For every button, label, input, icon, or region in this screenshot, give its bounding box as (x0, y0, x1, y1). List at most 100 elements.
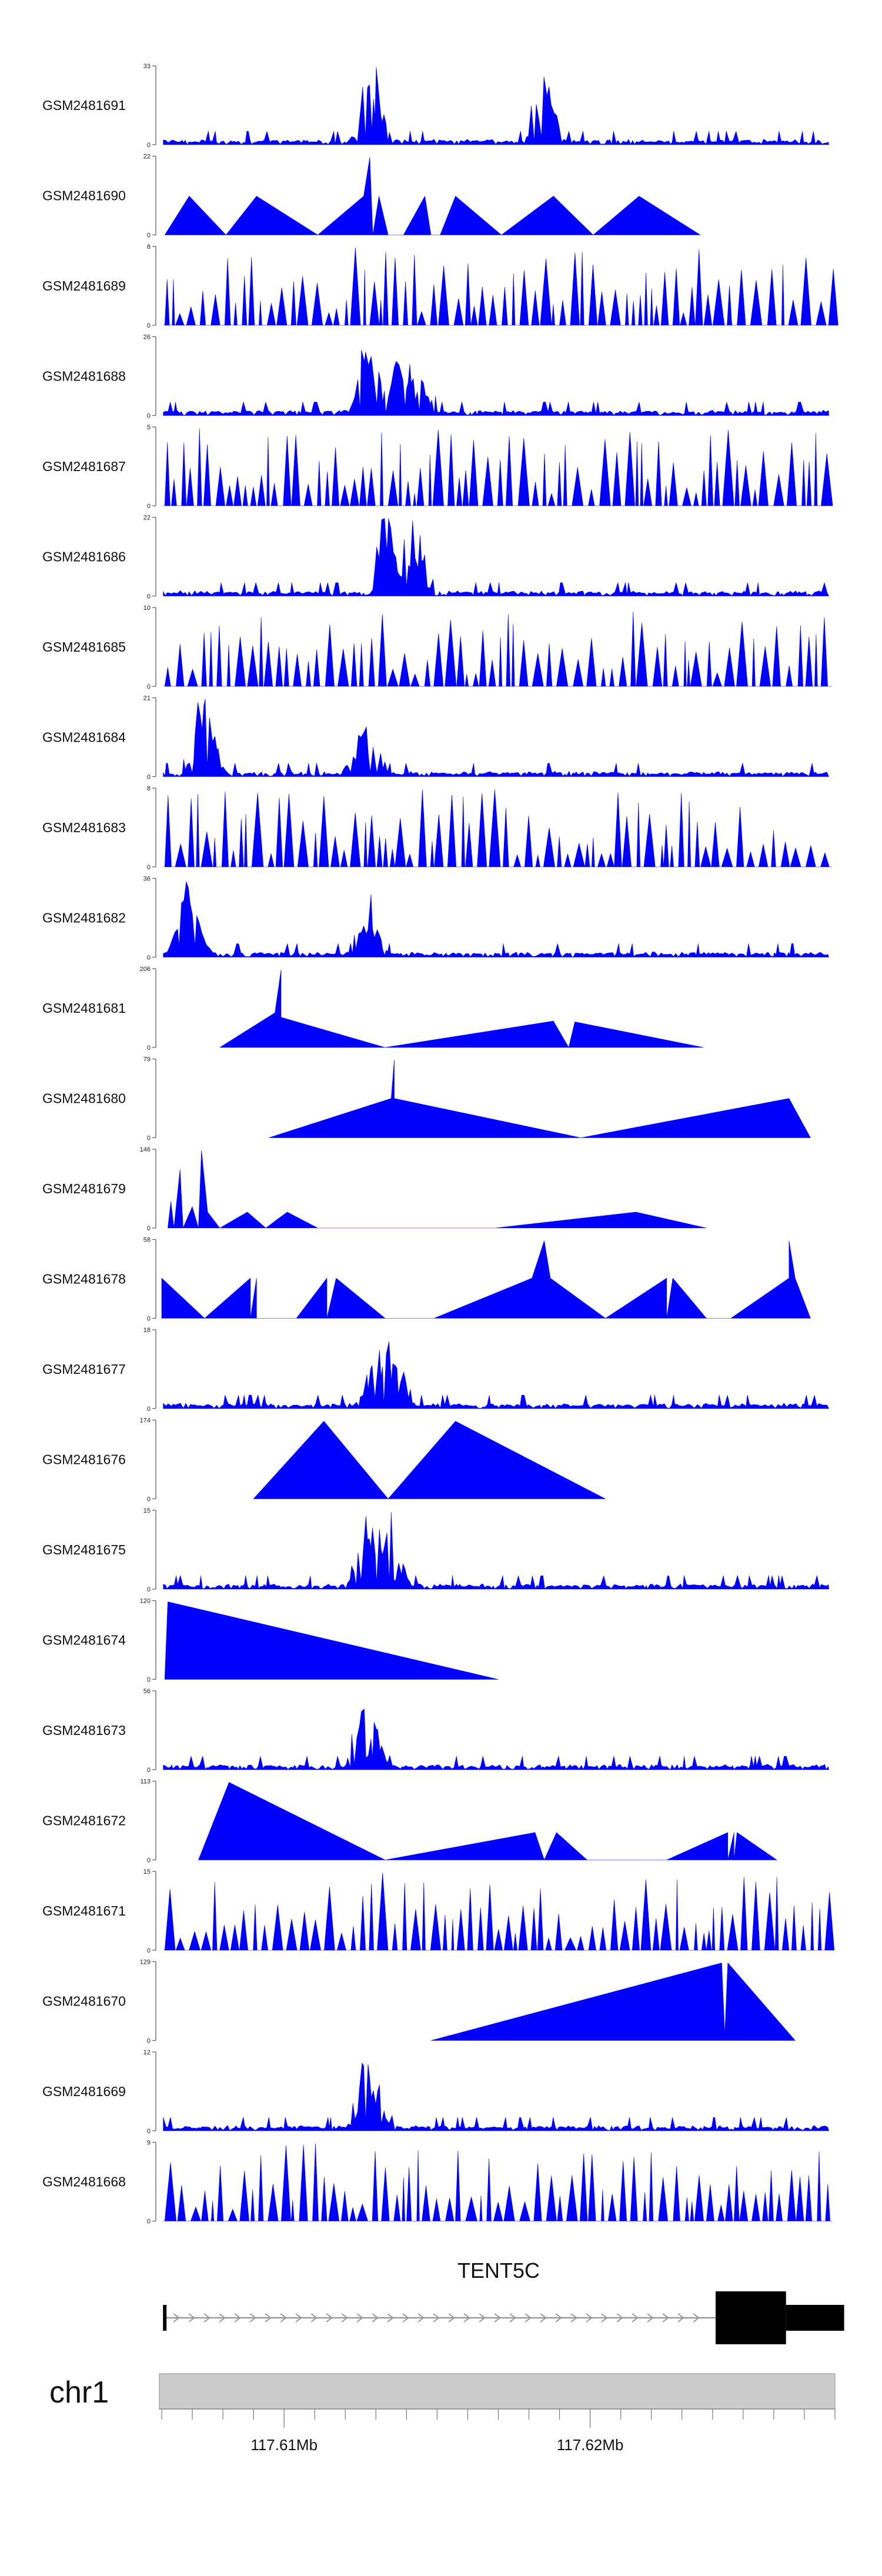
track-label: GSM2481676 (42, 1452, 126, 1467)
strand-arrow (356, 2313, 363, 2323)
coverage-area (163, 1511, 829, 1590)
coverage-area (163, 612, 833, 687)
coverage-area (163, 2063, 829, 2131)
coverage-area (268, 1060, 811, 1138)
y-max-label: 21 (143, 695, 151, 702)
y-min-label: 0 (147, 2128, 151, 2135)
track-label: GSM2481670 (42, 1994, 126, 2009)
strand-arrow (234, 2313, 241, 2323)
strand-arrow (616, 2313, 623, 2323)
strand-arrow (570, 2313, 577, 2323)
track-GSM2481679: GSM2481679 146 0 (42, 1146, 707, 1232)
y-max-label: 79 (143, 1056, 151, 1063)
y-max-label: 22 (143, 154, 151, 161)
strand-arrow (448, 2313, 455, 2323)
coverage-area (163, 1873, 835, 1951)
y-min-label: 0 (147, 1406, 151, 1413)
track-label: GSM2481691 (42, 98, 126, 113)
coverage-area (163, 66, 829, 145)
y-max-label: 113 (140, 1778, 151, 1786)
strand-arrow (265, 2313, 272, 2323)
strand-arrow (249, 2313, 256, 2323)
track-GSM2481678: GSM2481678 58 0 (42, 1237, 811, 1323)
track-label: GSM2481678 (42, 1272, 126, 1287)
strand-arrow (555, 2313, 562, 2323)
track-label: GSM2481677 (42, 1362, 126, 1377)
coverage-area (163, 518, 829, 596)
strand-arrow (632, 2313, 639, 2323)
y-max-label: 8 (147, 243, 151, 251)
strand-arrow (173, 2313, 180, 2323)
y-max-label: 9 (147, 2140, 151, 2147)
y-min-label: 0 (147, 413, 151, 420)
y-min-label: 0 (147, 1135, 151, 1142)
strand-arrow (372, 2313, 379, 2323)
track-GSM2481686: GSM2481686 22 0 (42, 515, 829, 600)
track-label: GSM2481674 (42, 1633, 126, 1648)
strand-arrow (494, 2313, 501, 2323)
track-GSM2481689: GSM2481689 8 0 (42, 243, 838, 329)
coverage-area (164, 157, 701, 235)
track-label: GSM2481675 (42, 1542, 126, 1557)
y-min-label: 0 (147, 1767, 151, 1774)
strand-arrow (188, 2313, 195, 2323)
strand-arrow (662, 2313, 669, 2323)
y-max-label: 10 (143, 605, 151, 612)
track-label: GSM2481680 (42, 1091, 126, 1106)
track-GSM2481683: GSM2481683 8 0 (42, 785, 833, 871)
track-GSM2481688: GSM2481688 26 0 (42, 334, 829, 420)
y-min-label: 0 (147, 1857, 151, 1864)
y-min-label: 0 (147, 232, 151, 239)
y-max-label: 36 (143, 876, 151, 883)
track-label: GSM2481672 (42, 1813, 126, 1828)
track-label: GSM2481673 (42, 1723, 126, 1738)
coverage-area (198, 1782, 777, 1860)
y-max-label: 174 (140, 1417, 151, 1424)
coverage-area (430, 1963, 796, 2041)
track-label: GSM2481682 (42, 910, 126, 926)
x-tick-label: 117.62Mb (557, 2436, 624, 2454)
track-label: GSM2481686 (42, 549, 126, 565)
strand-arrow (341, 2313, 348, 2323)
track-GSM2481690: GSM2481690 22 0 (42, 154, 701, 239)
coverage-area (161, 1240, 811, 1319)
y-max-label: 129 (140, 1959, 151, 1966)
strand-arrow (524, 2313, 532, 2323)
strand-arrow (463, 2313, 470, 2323)
y-min-label: 0 (147, 774, 151, 781)
y-min-label: 0 (147, 142, 151, 149)
track-GSM2481673: GSM2481673 56 0 (42, 1688, 829, 1774)
strand-arrow (326, 2313, 333, 2323)
y-max-label: 18 (143, 1327, 151, 1334)
track-GSM2481684: GSM2481684 21 0 (42, 695, 829, 781)
coverage-area (163, 349, 829, 416)
y-max-label: 12 (143, 2049, 151, 2056)
y-max-label: 120 (140, 1598, 151, 1605)
strand-arrow (586, 2313, 593, 2323)
track-label: GSM2481671 (42, 1903, 126, 1918)
track-label: GSM2481688 (42, 369, 126, 384)
y-min-label: 0 (147, 2038, 151, 2045)
y-max-label: 56 (143, 1688, 151, 1695)
y-min-label: 0 (147, 503, 151, 510)
y-max-label: 33 (143, 63, 151, 70)
track-GSM2481668: GSM2481668 9 0 (42, 2140, 833, 2225)
coverage-area (163, 2143, 833, 2221)
coverage-area (163, 699, 829, 777)
strand-arrow (387, 2313, 394, 2323)
y-min-label: 0 (147, 2218, 151, 2225)
strand-arrow (509, 2313, 516, 2323)
coverage-area (164, 1601, 499, 1680)
y-min-label: 0 (147, 593, 151, 600)
y-min-label: 0 (147, 1316, 151, 1323)
track-GSM2481676: GSM2481676 174 0 (42, 1417, 606, 1503)
track-GSM2481672: GSM2481672 113 0 (42, 1778, 777, 1864)
coverage-area (163, 1341, 829, 1409)
y-min-label: 0 (147, 1586, 151, 1593)
gene-track: TENT5C (163, 2258, 844, 2344)
chromosome-ideogram: chr1 117.61Mb 117.62Mb (49, 2373, 836, 2454)
exon-cds (716, 2291, 786, 2344)
y-max-label: 15 (143, 1868, 151, 1876)
strand-arrow (280, 2313, 287, 2323)
